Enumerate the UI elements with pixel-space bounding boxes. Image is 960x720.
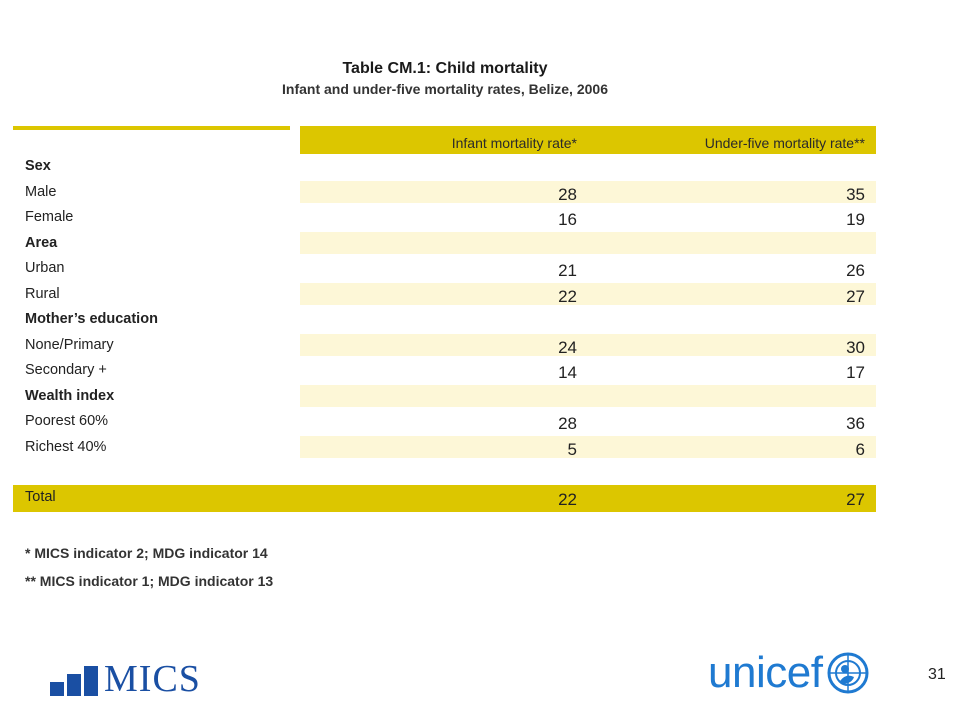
infant-mortality-value: 24 [558,337,577,357]
mics-logo-text: MICS [104,658,201,700]
under-five-mortality-value: 17 [846,363,865,382]
row-label: Rural [25,285,60,302]
page-number: 31 [928,666,946,683]
table-row: Urban 21 26 [13,256,876,282]
row-band [300,435,876,458]
mics-logo: MICS [50,656,201,700]
header-band-right [300,126,876,154]
table-row: Rural 22 27 [13,282,876,308]
total-infant-value: 22 [558,490,577,509]
row-label: Richest 40% [25,438,107,455]
total-label: Total [25,489,56,505]
row-label: Wealth index [25,387,115,404]
under-five-mortality-value: 19 [846,210,865,229]
section-row: Area [13,231,876,257]
infant-mortality-value: 5 [567,439,577,459]
row-label: Female [25,209,74,225]
table-row: Secondary + 14 17 [13,358,876,384]
under-five-mortality-value: 27 [846,286,865,306]
row-label: Secondary + [25,362,107,378]
unicef-logo-text: unicef [708,648,823,697]
row-band [300,231,876,254]
infant-mortality-value: 14 [558,363,577,382]
footnote-infant: * MICS indicator 2; MDG indicator 14 [25,545,268,561]
unicef-emblem-icon [827,652,869,694]
unicef-logo: unicef [708,648,870,698]
table-body: Sex Male 28 35 Female 16 19 Area Urban 21 26 Rural 2… [13,154,876,460]
table-title: Table CM.1: Child mortality [342,60,548,77]
row-band [300,333,876,356]
table-subtitle: Infant and under-five mortality rates, B… [282,81,608,97]
table-row: Male 28 35 [13,180,876,206]
row-label: Urban [25,260,65,276]
mortality-table: Infant mortality rate* Under-five mortal… [13,126,876,512]
infant-mortality-value: 28 [558,414,577,433]
row-band [300,282,876,305]
header-band-left [13,126,290,130]
table-header-row: Infant mortality rate* Under-five mortal… [13,126,876,154]
infant-mortality-value: 21 [558,261,577,280]
table-row: Richest 40% 5 6 [13,435,876,461]
table-spacer [13,460,876,485]
under-five-mortality-value: 26 [846,261,865,280]
row-band [300,180,876,203]
total-under-five-value: 27 [846,490,865,509]
table-row: None/Primary 24 30 [13,333,876,359]
row-label: Poorest 60% [25,413,109,429]
table-row: Poorest 60% 28 36 [13,409,876,435]
infant-mortality-value: 22 [558,286,577,306]
section-row: Sex [13,154,876,180]
mics-bars-icon [50,666,98,696]
row-label: None/Primary [25,336,114,353]
row-band [300,384,876,407]
table-row: Female 16 19 [13,205,876,231]
under-five-mortality-value: 36 [846,414,865,433]
column-header-infant: Infant mortality rate* [451,135,577,151]
under-five-mortality-value: 30 [846,337,865,357]
row-label: Male [25,183,57,200]
infant-mortality-value: 28 [558,184,577,204]
row-label: Area [25,234,58,251]
infant-mortality-value: 16 [558,210,577,229]
row-label: Mother’s education [25,311,158,327]
under-five-mortality-value: 6 [855,439,865,459]
table-total-row: Total 22 27 [13,485,876,512]
footnote-under-five: ** MICS indicator 1; MDG indicator 13 [25,573,274,589]
column-header-under-five: Under-five mortality rate** [704,135,865,151]
under-five-mortality-value: 35 [846,184,865,204]
row-label: Sex [25,158,51,174]
section-row: Wealth index [13,384,876,410]
section-row: Mother’s education [13,307,876,333]
